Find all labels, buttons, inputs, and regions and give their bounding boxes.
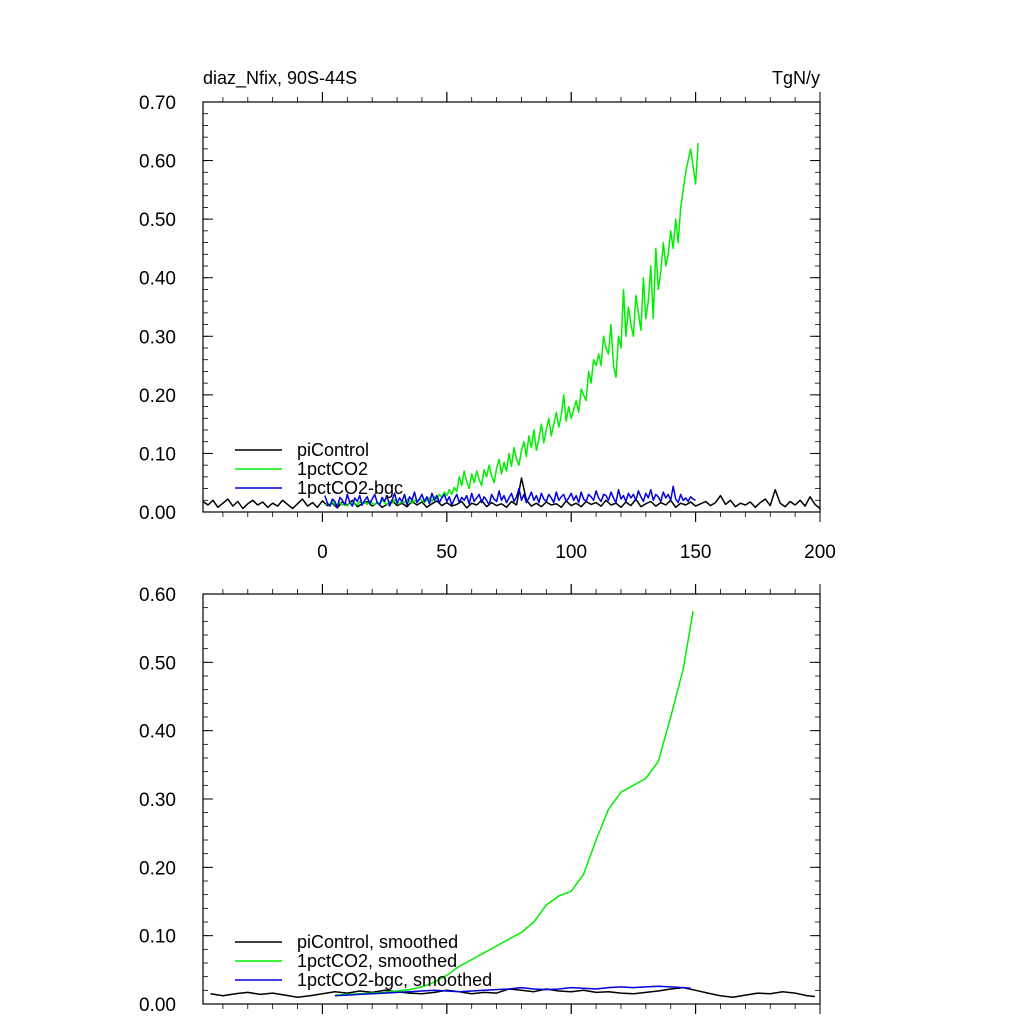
legend-label: 1pctCO2 (297, 459, 368, 479)
top-series-group (202, 142, 821, 510)
series-line-1pctco2-bgc (324, 485, 696, 509)
bottom-panel: 0.00 0.10 0.20 0.30 0.40 0.50 0.60 piControl, … (139, 584, 821, 1016)
y-tick-label: 0.50 (139, 210, 176, 231)
x-tick-label: 0 (317, 542, 328, 563)
panel-title-units: TgN/y (772, 68, 820, 88)
legend-label: 1pctCO2-bgc, smoothed (297, 970, 492, 990)
top-axis-ticks: 0.00 0.10 0.20 0.30 0.40 0.50 0.60 0.70 0 50 100 15… (139, 92, 836, 563)
y-tick-label: 0.10 (139, 927, 176, 948)
x-tick-label: 50 (436, 542, 457, 563)
y-tick-label: 0.20 (139, 858, 176, 879)
legend-label: piControl, smoothed (297, 932, 458, 952)
y-tick-label: 0.10 (139, 444, 176, 465)
series-line-1pctco2 (324, 142, 699, 507)
y-tick-label: 0.60 (139, 585, 176, 606)
y-tick-label: 0.00 (139, 995, 176, 1016)
series-line-picontrol (202, 477, 821, 510)
x-tick-label: 100 (555, 542, 587, 563)
y-tick-label: 0.00 (139, 503, 176, 524)
y-tick-label: 0.20 (139, 386, 176, 407)
y-tick-label: 0.40 (139, 722, 176, 743)
y-tick-label: 0.60 (139, 152, 176, 173)
bottom-plot-frame (202, 593, 821, 1005)
legend-label: 1pctCO2, smoothed (297, 951, 457, 971)
bottom-axis-ticks: 0.00 0.10 0.20 0.30 0.40 0.50 0.60 (139, 584, 821, 1016)
series-line-1pctco2-smoothed (334, 610, 694, 996)
bottom-series-group (210, 610, 816, 998)
series-line-picontrol-smoothed (210, 986, 816, 998)
x-tick-label: 200 (804, 542, 836, 563)
y-tick-label: 0.30 (139, 790, 176, 811)
legend-label: piControl (297, 440, 369, 460)
y-tick-label: 0.40 (139, 269, 176, 290)
y-tick-label: 0.50 (139, 653, 176, 674)
x-tick-label: 150 (680, 542, 712, 563)
series-line-1pctco2-bgc-smoothed (334, 985, 691, 997)
top-panel: diaz_Nfix, 90S-44S TgN/y 0.00 0.10 0.20 0.3… (139, 68, 836, 563)
legend-label: 1pctCO2-bgc (297, 478, 403, 498)
top-plot-frame (202, 101, 821, 513)
panel-title-left: diaz_Nfix, 90S-44S (203, 68, 357, 89)
y-tick-label: 0.70 (139, 93, 176, 114)
y-tick-label: 0.30 (139, 327, 176, 348)
